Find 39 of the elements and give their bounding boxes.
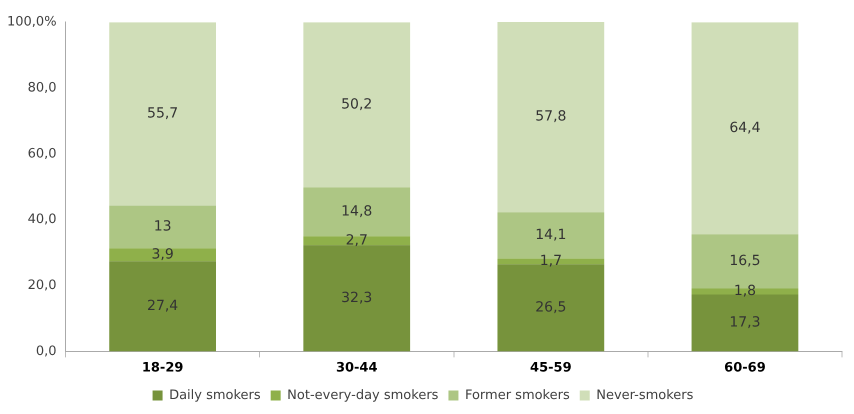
bar <box>109 248 216 262</box>
bar <box>109 22 216 206</box>
legend-label: Never-smokers <box>596 388 694 403</box>
data-label: 1,8 <box>734 283 756 300</box>
data-label: 26,5 <box>535 299 566 316</box>
y-tick-label: 100,0% <box>6 14 57 30</box>
y-tick-label: 40,0 <box>28 212 57 228</box>
bar <box>692 22 798 234</box>
bar <box>303 236 410 246</box>
bar <box>303 22 410 188</box>
bar <box>303 245 410 352</box>
data-label: 50,2 <box>341 96 372 113</box>
x-tick-label: 30-44 <box>336 360 378 376</box>
data-label: 27,4 <box>147 298 178 314</box>
bar <box>109 206 216 248</box>
y-tick-label: 0,0 <box>36 344 57 359</box>
data-label: 64,4 <box>729 120 761 136</box>
x-tick-label: 18-29 <box>142 360 184 376</box>
data-label: 14,8 <box>341 204 372 220</box>
data-label: 3,9 <box>151 246 174 262</box>
legend-label: Not-every-day smokers <box>287 388 439 403</box>
bar <box>497 22 604 212</box>
data-label: 57,8 <box>535 108 566 125</box>
data-label: 1,7 <box>540 253 562 270</box>
data-label: 14,1 <box>535 227 566 244</box>
data-label: 13 <box>154 218 172 235</box>
data-label: 32,3 <box>341 290 372 306</box>
data-label: 2,7 <box>346 232 368 248</box>
legend-label: Daily smokers <box>169 388 261 403</box>
bar <box>109 261 216 352</box>
data-label: 16,5 <box>729 253 761 270</box>
data-label: 17,3 <box>729 314 761 331</box>
legend-label: Former smokers <box>464 388 570 403</box>
y-tick-label: 20,0 <box>28 278 57 293</box>
data-label: 55,7 <box>147 106 178 122</box>
y-tick-label: 60,0 <box>28 146 57 162</box>
y-tick-label: 80,0 <box>28 80 57 96</box>
x-tick-label: 60-69 <box>724 360 766 376</box>
x-tick-label: 45-59 <box>530 360 572 376</box>
